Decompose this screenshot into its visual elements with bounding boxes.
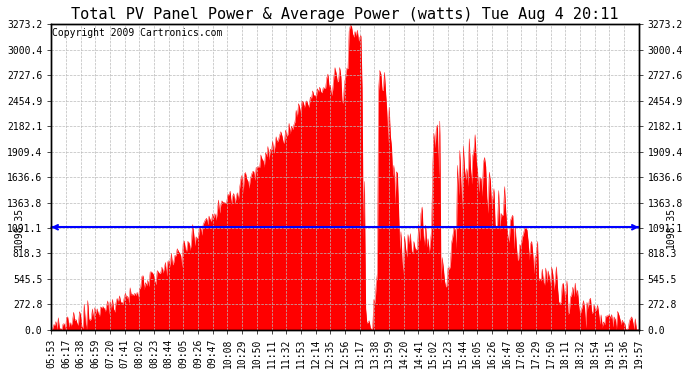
Text: Copyright 2009 Cartronics.com: Copyright 2009 Cartronics.com: [52, 27, 223, 38]
Text: 1098.35: 1098.35: [666, 207, 676, 248]
Title: Total PV Panel Power & Average Power (watts) Tue Aug 4 20:11: Total PV Panel Power & Average Power (wa…: [71, 7, 619, 22]
Text: 1098.35: 1098.35: [14, 207, 24, 248]
